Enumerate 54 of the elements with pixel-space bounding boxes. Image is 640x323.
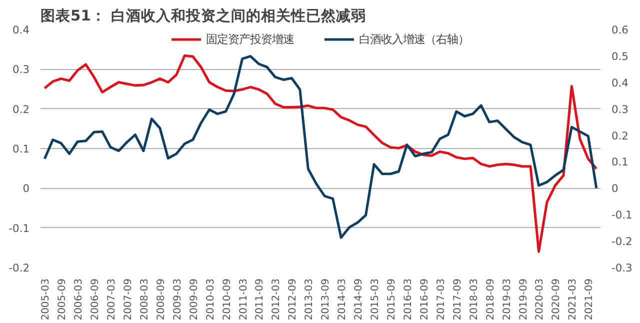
x-tick-label: 2014-03 [337, 278, 348, 320]
y-tick-label: 0.2 [12, 102, 30, 116]
x-tick-label: 2007-03 [106, 278, 118, 320]
x-tick-label: 2005-09 [57, 278, 68, 320]
x-tick-label: 2011-03 [238, 278, 250, 320]
x-tick-label: 2009-03 [172, 278, 184, 320]
y-tick-label: 0.1 [12, 142, 30, 156]
x-tick-label: 2012-03 [271, 278, 282, 320]
x-tick-label: 2010-03 [205, 278, 216, 320]
x-tick-label: 2006-09 [90, 278, 102, 320]
x-tick-label: 2018-09 [485, 278, 496, 320]
x-tick-label: 2017-09 [452, 278, 464, 320]
y-tick-label: 0.3 [12, 63, 30, 76]
x-tick-label: 2013-03 [304, 278, 316, 320]
x-tick-label: 2013-09 [320, 278, 332, 320]
y2-tick-label: 0 [612, 182, 618, 196]
x-tick-label: 2019-03 [502, 278, 513, 320]
y2-tick-label: -0.2 [612, 235, 632, 248]
y2-tick-label: 0.5 [612, 50, 628, 63]
x-tick-label: 2021-03 [568, 278, 579, 320]
x-tick-label: 2015-09 [386, 278, 398, 320]
x-tick-label: 2018-03 [468, 278, 480, 320]
x-tick-label: 2005-03 [40, 278, 52, 320]
legend-label: 白酒收入增速（右轴） [359, 32, 469, 46]
y2-tick-label: 0.4 [612, 76, 629, 90]
x-tick-label: 2010-09 [222, 278, 233, 320]
x-tick-label: 2011-09 [254, 278, 266, 320]
legend-label: 固定资产投资增速 [206, 32, 294, 46]
x-tick-label: 2015-03 [370, 278, 382, 320]
y-tick-label: 0.4 [12, 24, 30, 36]
x-tick-label: 2016-03 [402, 278, 414, 320]
x-tick-label: 2007-09 [122, 278, 134, 320]
y2-tick-label: -0.1 [612, 208, 632, 222]
x-tick-label: 2020-09 [551, 278, 562, 320]
y2-tick-label: 0.3 [612, 102, 628, 116]
x-tick-label: 2021-09 [584, 278, 596, 320]
y2-tick-label: 0.6 [612, 24, 629, 36]
x-tick-label: 2017-03 [436, 278, 447, 320]
y2-tick-label: -0.3 [612, 262, 632, 274]
y-tick-label: -0.1 [8, 222, 30, 235]
y2-tick-label: 0.1 [612, 156, 628, 169]
x-tick-label: 2016-09 [419, 278, 430, 320]
y-tick-label: -0.2 [8, 262, 30, 274]
chart-title: 图表51： 白酒收入和投资之间的相关性已然减弱 [40, 6, 366, 24]
x-tick-label: 2019-09 [518, 278, 530, 320]
y2-tick-label: 0.2 [612, 129, 628, 142]
y-tick-label: 0 [22, 182, 30, 196]
x-tick-label: 2008-03 [139, 278, 150, 320]
x-tick-label: 2012-09 [288, 278, 299, 320]
x-tick-label: 2014-09 [354, 278, 365, 320]
x-tick-label: 2006-03 [74, 278, 85, 320]
x-tick-label: 2008-09 [156, 278, 167, 320]
x-tick-label: 2020-03 [534, 278, 546, 320]
x-tick-label: 2009-09 [188, 278, 200, 320]
